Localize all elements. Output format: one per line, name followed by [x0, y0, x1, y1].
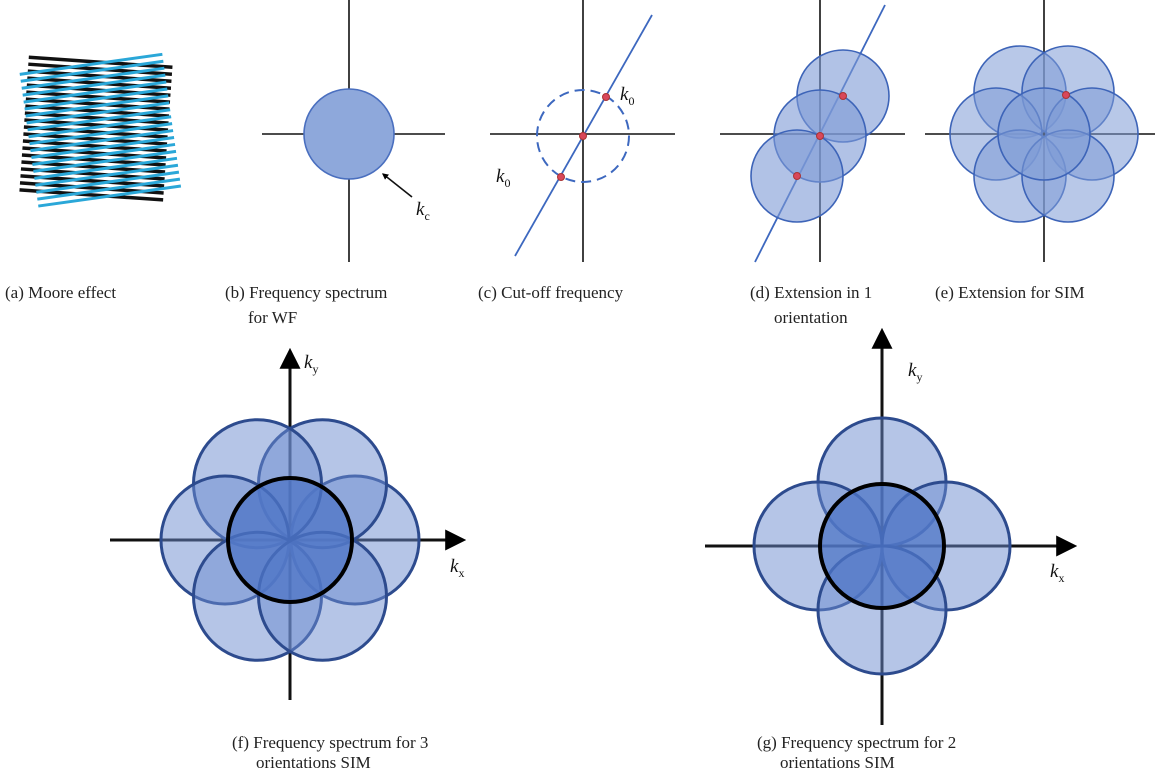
caption: (g) Frequency spectrum for 2	[757, 733, 956, 752]
caption: for WF	[248, 308, 297, 327]
page: {"captions": { "a": ["(a) Moore effect"]…	[0, 0, 1155, 772]
caption: orientations SIM	[780, 753, 895, 772]
subscript: 0	[628, 94, 634, 108]
label: kx	[450, 556, 464, 580]
label: ky	[304, 352, 318, 376]
moire	[19, 54, 180, 206]
caption: (d) Extension in 1	[750, 283, 872, 302]
label: k0	[496, 166, 510, 190]
subscript: y	[312, 362, 318, 376]
label: kc	[416, 199, 430, 223]
label: k0	[620, 84, 634, 108]
subscript: x	[458, 566, 464, 580]
point	[1063, 92, 1070, 99]
shapes	[19, 0, 1155, 725]
subscript: c	[424, 209, 429, 223]
axis	[383, 174, 412, 197]
figure: (a) Moore effect (b) Frequency spectrum …	[0, 0, 1155, 772]
subscript: y	[916, 370, 922, 384]
point	[817, 133, 824, 140]
spectrum-circle	[228, 478, 352, 602]
point	[603, 94, 610, 101]
point	[580, 133, 587, 140]
caption: (c) Cut-off frequency	[478, 283, 624, 302]
subscript: x	[1058, 571, 1064, 585]
caption: (f) Frequency spectrum for 3	[232, 733, 428, 752]
spectrum-circle	[998, 88, 1090, 180]
label: kx	[1050, 561, 1064, 585]
caption: (b) Frequency spectrum	[225, 283, 387, 302]
point	[558, 174, 565, 181]
caption: orientation	[774, 308, 848, 327]
point	[794, 173, 801, 180]
spectrum-circle	[304, 89, 394, 179]
caption: (e) Extension for SIM	[935, 283, 1085, 302]
caption: (a) Moore effect	[5, 283, 116, 302]
point	[840, 93, 847, 100]
subscript: 0	[504, 176, 510, 190]
spectrum-circle	[820, 484, 944, 608]
caption: orientations SIM	[256, 753, 371, 772]
label: ky	[908, 360, 922, 384]
